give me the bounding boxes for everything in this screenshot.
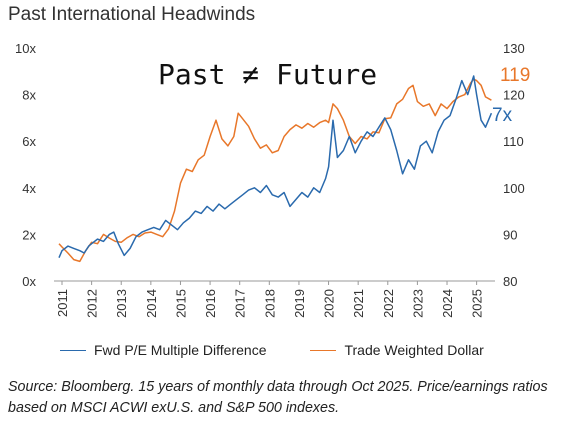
x-tick-label: 2021	[351, 289, 366, 318]
trade-weighted-dollar-line	[58, 78, 492, 263]
dollar-end-label: 119	[500, 65, 530, 86]
legend-item-dollar: Trade Weighted Dollar	[310, 342, 484, 358]
x-tick-label: 2018	[262, 289, 277, 318]
left-axis-ticks: 0x 2x 4x 6x 8x 10x	[15, 41, 36, 289]
left-tick-label: 0x	[22, 274, 36, 289]
series-lines	[58, 75, 493, 263]
legend-item-pe: Fwd P/E Multiple Difference	[60, 342, 266, 358]
x-tick-label: 2016	[203, 289, 218, 318]
chart-title: Past International Headwinds	[8, 4, 256, 25]
left-tick-label: 8x	[22, 88, 36, 103]
right-axis-ticks: 80 90 100 110 120 130	[503, 41, 525, 289]
legend-swatch-pe	[60, 349, 86, 351]
right-tick-label: 80	[503, 274, 517, 289]
x-axis-ticks: 2011 2012 2013 2014 2015 2016 2017 2018 2019 2020…	[55, 281, 485, 318]
legend-label-dollar: Trade Weighted Dollar	[344, 342, 484, 358]
x-tick-label: 2015	[173, 289, 188, 318]
pe-end-label: 7x	[492, 105, 513, 126]
legend-label-pe: Fwd P/E Multiple Difference	[94, 342, 267, 358]
right-tick-label: 120	[503, 88, 525, 103]
x-tick-label: 2011	[55, 289, 70, 317]
x-tick-label: 2019	[292, 289, 307, 318]
chart-annotation: Past ≠ Future	[158, 58, 377, 91]
left-tick-label: 4x	[22, 181, 36, 196]
x-tick-label: 2025	[470, 289, 485, 318]
right-tick-label: 90	[503, 227, 517, 242]
x-tick-label: 2014	[144, 289, 159, 318]
x-tick-label: 2023	[410, 289, 425, 318]
x-tick-label: 2012	[85, 289, 100, 318]
right-tick-label: 100	[503, 181, 525, 196]
x-tick-label: 2022	[381, 289, 396, 318]
right-tick-label: 110	[503, 134, 524, 149]
x-tick-label: 2024	[440, 289, 455, 318]
pe-difference-line	[58, 75, 493, 258]
x-tick-label: 2013	[114, 289, 129, 318]
left-tick-label: 2x	[22, 227, 36, 242]
left-tick-label: 10x	[15, 41, 36, 56]
x-tick-label: 2017	[233, 289, 248, 318]
left-tick-label: 6x	[22, 134, 36, 149]
chart-legend: Fwd P/E Multiple Difference Trade Weight…	[60, 342, 484, 358]
x-tick-label: 2020	[322, 289, 337, 318]
legend-swatch-dollar	[310, 349, 337, 351]
right-tick-label: 130	[503, 41, 525, 56]
footnote: Source: Bloomberg. 15 years of monthly d…	[8, 379, 548, 416]
